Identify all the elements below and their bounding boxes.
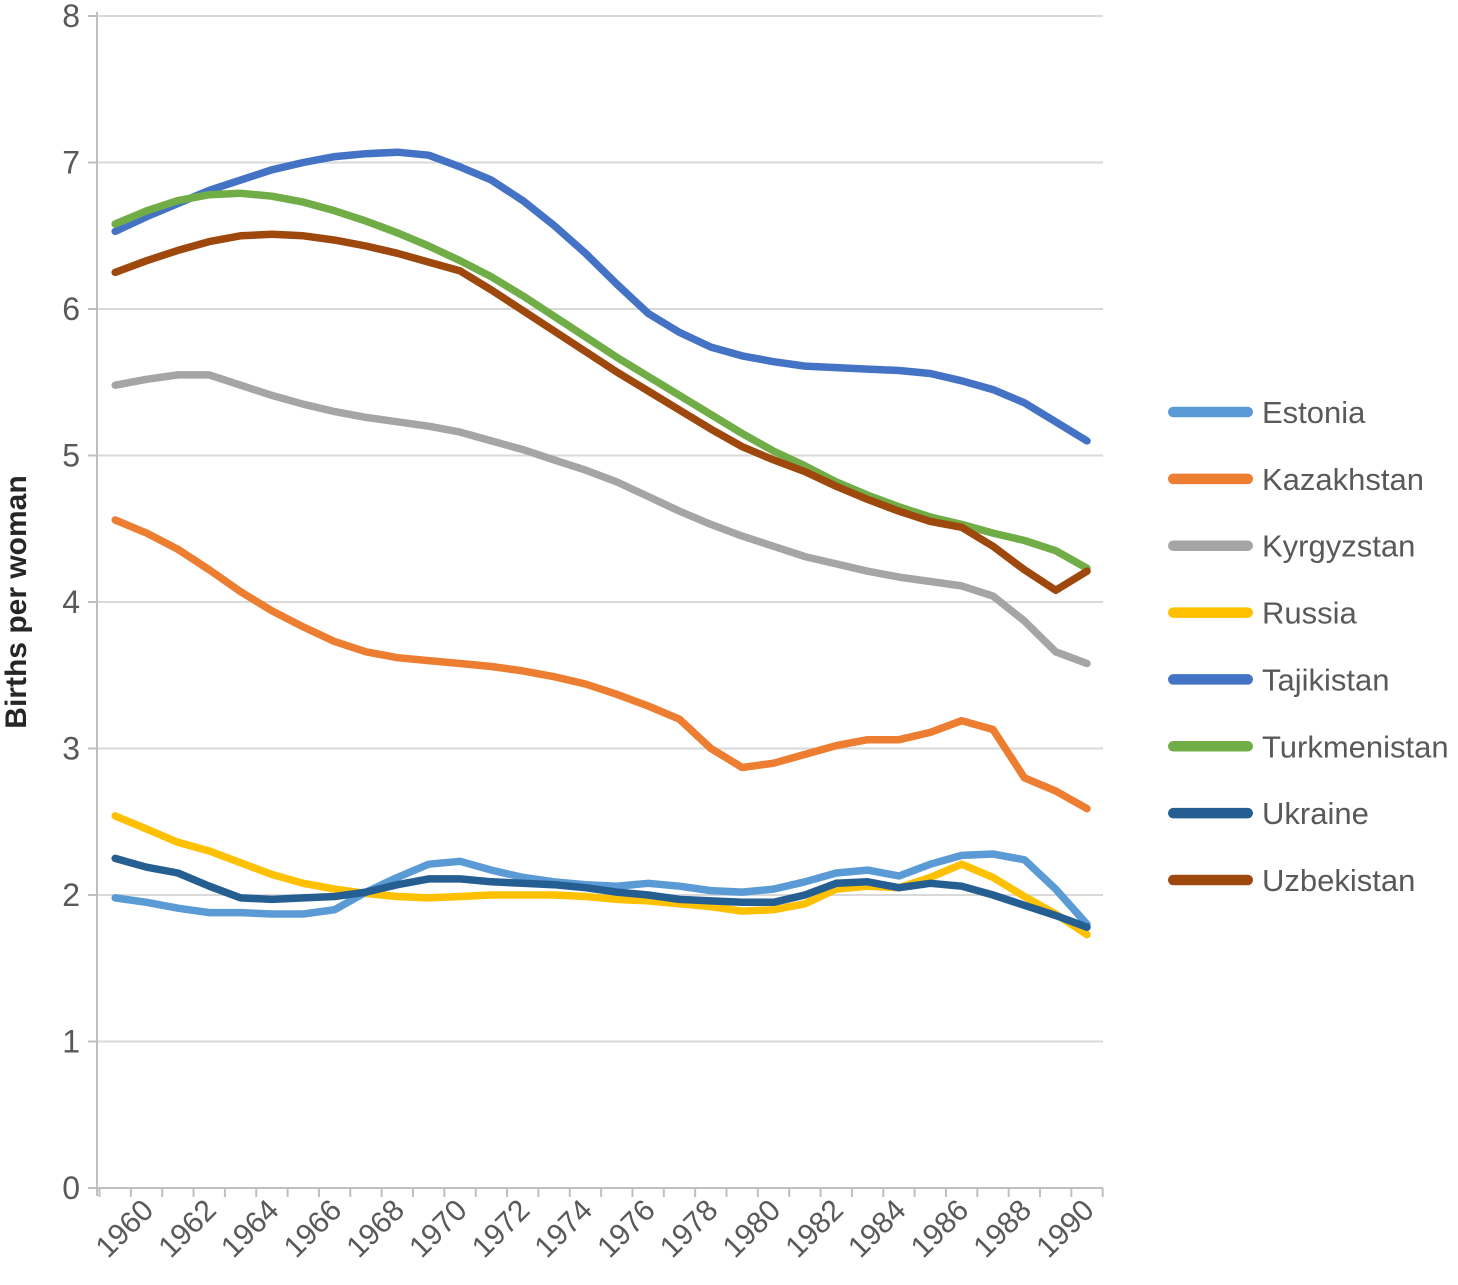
y-tick-label-2: 2	[62, 877, 80, 913]
axes	[88, 12, 1104, 1197]
series-lines	[111, 148, 1091, 939]
legend-swatch-turkmenistan	[1168, 741, 1253, 752]
legend-item-ukraine: Ukraine	[1168, 796, 1369, 831]
legend-swatch-tajikistan	[1168, 674, 1253, 685]
legend-swatch-uzbekistan	[1168, 874, 1253, 886]
x-tick-label-1974: 1974	[529, 1194, 600, 1265]
legend-item-tajikistan: Tajikistan	[1168, 662, 1390, 697]
legend-swatch-kyrgyzstan	[1168, 540, 1253, 551]
x-tick-label-1972: 1972	[466, 1194, 537, 1265]
x-tick-label-1982: 1982	[779, 1194, 850, 1265]
x-tick-label-1990: 1990	[1030, 1194, 1101, 1265]
x-tick-label-1978: 1978	[654, 1194, 725, 1265]
x-tick-label-1962: 1962	[152, 1194, 223, 1265]
y-tick-label-7: 7	[62, 145, 80, 181]
legend-item-kazakhstan: Kazakhstan	[1168, 462, 1424, 497]
series-line-kyrgyzstan	[111, 371, 1091, 668]
series-line-estonia	[111, 850, 1091, 929]
legend-label-russia: Russia	[1262, 596, 1358, 631]
series-line-russia	[111, 812, 1091, 939]
x-tick-label-1970: 1970	[403, 1194, 474, 1265]
x-tick-label-1964: 1964	[215, 1194, 286, 1265]
series-line-uzbekistan	[111, 230, 1091, 595]
x-tick-label-1984: 1984	[842, 1194, 913, 1265]
legend-label-tajikistan: Tajikistan	[1262, 662, 1390, 697]
legend-label-turkmenistan: Turkmenistan	[1262, 729, 1449, 764]
legend-swatch-russia	[1168, 607, 1253, 618]
x-tick-label-1966: 1966	[278, 1194, 349, 1265]
legend-swatch-kazakhstan	[1168, 473, 1253, 485]
legend-item-russia: Russia	[1168, 596, 1358, 631]
legend-item-estonia: Estonia	[1168, 395, 1366, 430]
y-tick-label-1: 1	[62, 1024, 80, 1060]
y-tick-label-3: 3	[62, 731, 80, 767]
legend-label-ukraine: Ukraine	[1262, 796, 1369, 831]
x-tick-label-1968: 1968	[340, 1194, 411, 1265]
legend-item-kyrgyzstan: Kyrgyzstan	[1168, 529, 1415, 564]
legend-item-turkmenistan: Turkmenistan	[1168, 729, 1449, 764]
series-line-ukraine	[111, 854, 1091, 931]
y-axis-title: Births per woman	[0, 475, 33, 728]
series-line-tajikistan	[111, 148, 1091, 445]
x-tick-label-1960: 1960	[90, 1194, 161, 1265]
legend-label-uzbekistan: Uzbekistan	[1262, 863, 1415, 898]
legend-item-uzbekistan: Uzbekistan	[1168, 863, 1415, 898]
x-tick-label-1980: 1980	[717, 1194, 788, 1265]
y-tick-label-0: 0	[62, 1170, 80, 1206]
y-tick-label-5: 5	[62, 438, 80, 474]
x-tick-label-1976: 1976	[591, 1194, 662, 1265]
series-line-kazakhstan	[111, 516, 1091, 813]
legend-swatch-ukraine	[1168, 807, 1253, 819]
series-line-turkmenistan	[111, 189, 1091, 573]
legend: Estonia Kazakhstan Kyrgyzstan Russia Tajikis…	[1168, 395, 1449, 898]
y-tick-label-6: 6	[62, 291, 80, 327]
legend-swatch-estonia	[1168, 406, 1253, 418]
x-tick-label-1986: 1986	[905, 1194, 976, 1265]
legend-label-kazakhstan: Kazakhstan	[1262, 462, 1424, 497]
legend-label-kyrgyzstan: Kyrgyzstan	[1262, 529, 1415, 564]
legend-label-estonia: Estonia	[1262, 395, 1366, 430]
x-tick-label-1988: 1988	[967, 1194, 1038, 1265]
y-tick-label-4: 4	[62, 584, 80, 620]
y-tick-label-8: 8	[62, 0, 80, 34]
